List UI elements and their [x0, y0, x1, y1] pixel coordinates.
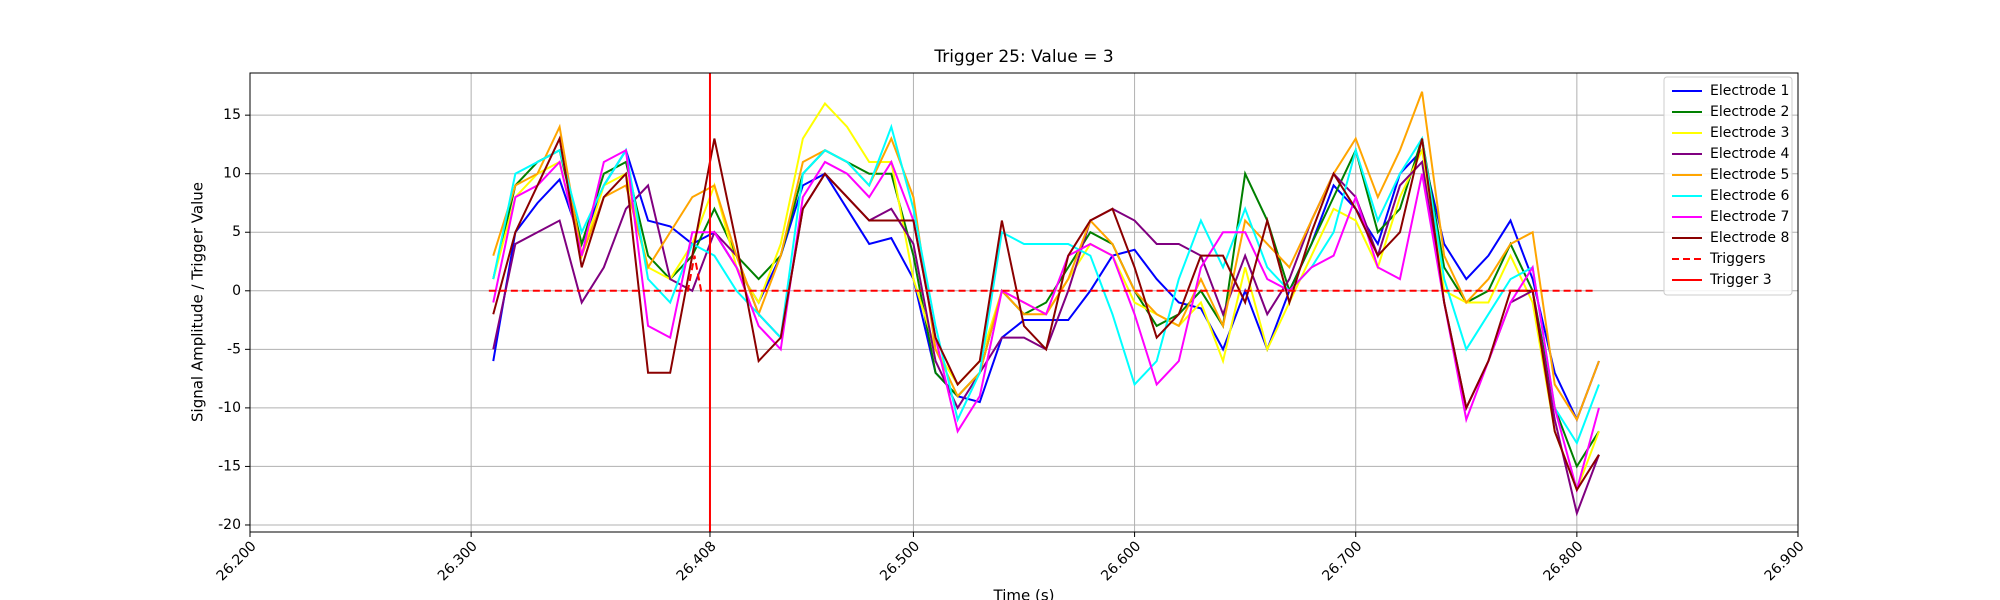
- legend-label: Electrode 3: [1710, 125, 1789, 141]
- x-tick-label: 26.900: [1762, 538, 1808, 584]
- legend-label: Electrode 1: [1710, 83, 1789, 99]
- series-line: [492, 123, 1600, 446]
- series-line: [492, 91, 1600, 422]
- series-line: [492, 138, 1600, 469]
- series-line: [492, 147, 1600, 423]
- legend-label: Electrode 2: [1710, 104, 1789, 120]
- legend-label: Electrode 6: [1710, 188, 1789, 204]
- y-tick-label: -10: [218, 400, 241, 416]
- x-tick-label: 26.200: [214, 538, 260, 584]
- y-tick-label: 5: [232, 224, 241, 240]
- legend-label: Electrode 4: [1710, 146, 1789, 162]
- series-line: [492, 101, 1600, 493]
- legend-label: Trigger 3: [1709, 272, 1772, 288]
- x-tick-label: 26.408: [674, 538, 720, 584]
- legend-box: [1663, 76, 1793, 296]
- legend-label: Electrode 8: [1710, 230, 1789, 246]
- x-axis-label: Time (s): [993, 587, 1055, 600]
- y-tick-label: 0: [232, 283, 241, 299]
- x-tick-label: 26.800: [1541, 538, 1587, 584]
- y-tick-label: 10: [223, 166, 241, 182]
- series-line: [492, 135, 1600, 493]
- legend-label: Electrode 7: [1710, 209, 1789, 225]
- legend-label: Triggers: [1709, 251, 1766, 267]
- y-tick-label: -15: [218, 458, 241, 474]
- x-tick-label: 26.600: [1098, 538, 1144, 584]
- y-axis-label: Signal Amplitude / Trigger Value: [189, 182, 207, 422]
- plot-frame: [249, 72, 1799, 533]
- x-tick-label: 26.300: [435, 538, 481, 584]
- y-tick-label: 15: [223, 107, 241, 123]
- x-tick-label: 26.500: [877, 538, 923, 584]
- y-tick-label: -20: [218, 517, 241, 533]
- x-tick-label: 26.700: [1319, 538, 1365, 584]
- series-line: [492, 148, 1600, 494]
- y-tick-label: -5: [227, 341, 241, 357]
- series-line: [488, 255, 1595, 292]
- legend-label: Electrode 5: [1710, 167, 1789, 183]
- chart-title: Trigger 25: Value = 3: [933, 47, 1113, 67]
